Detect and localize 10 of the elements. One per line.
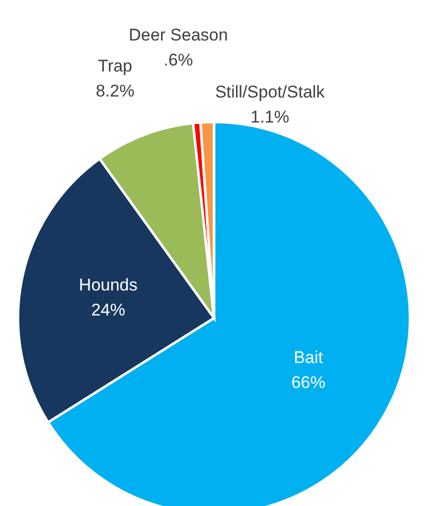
slice-label: Deer Season	[128, 26, 228, 45]
data-label: 66%	[291, 373, 326, 392]
slice-label: Trap	[98, 56, 132, 76]
slice-label: Hounds	[78, 275, 138, 294]
data-label: 24%	[91, 300, 126, 320]
slice-label: Still/Spot/Stalk	[215, 82, 326, 102]
data-label: 1.1%	[250, 108, 290, 127]
data-label: 8.2%	[96, 81, 134, 100]
data-label: .6%	[164, 50, 193, 70]
slice-label: Bait	[294, 348, 324, 368]
